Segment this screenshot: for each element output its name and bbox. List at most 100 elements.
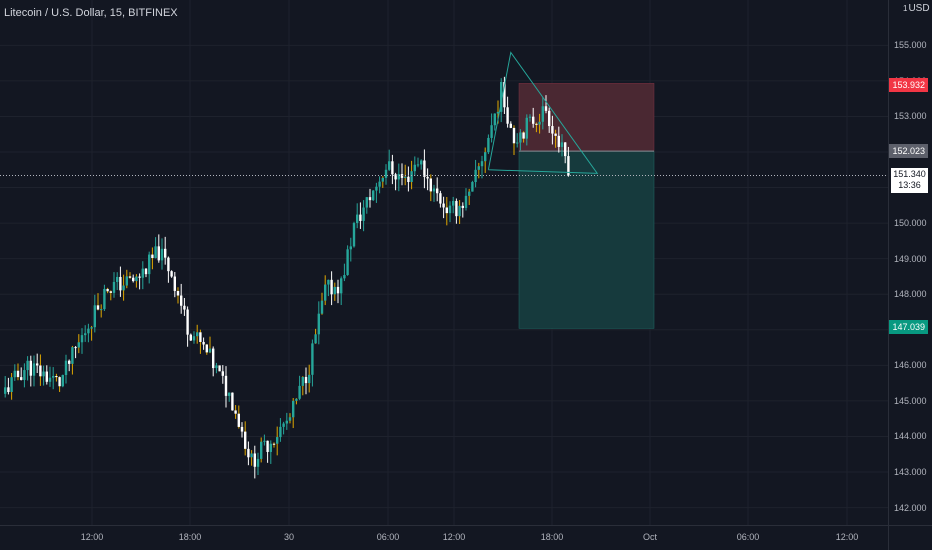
candle-body (266, 440, 269, 452)
time-tick-label: 12:00 (835, 532, 859, 542)
target-price-label: 147.039 (889, 320, 928, 334)
candle-body (436, 188, 439, 194)
candle-body (298, 385, 301, 399)
time-tick-label: Oct (642, 532, 658, 542)
candle-body (135, 276, 138, 282)
candle-body (68, 360, 71, 364)
candle-body (224, 375, 228, 396)
candle-body (144, 268, 148, 275)
candle-body (138, 276, 141, 278)
candle-body (484, 152, 487, 162)
candle-body (535, 123, 538, 125)
candle-body (10, 377, 13, 393)
candle-body (330, 279, 333, 295)
candle-body (432, 188, 436, 192)
candle-body (20, 377, 23, 380)
candle-body (340, 278, 343, 294)
candle-body (170, 271, 173, 277)
price-tick-label: 144.000 (894, 431, 927, 442)
price-tick-label: 146.000 (894, 360, 927, 371)
candle-body (525, 117, 528, 139)
time-tick-label: 06:00 (376, 532, 400, 542)
candle-body (461, 205, 464, 208)
candle-body (567, 156, 570, 176)
candle-body (103, 288, 106, 310)
candle-body (77, 342, 80, 348)
candle-body (109, 291, 112, 293)
candle-body (58, 377, 61, 387)
candle-body (199, 332, 202, 342)
entry-price-label: 152.023 (889, 144, 928, 158)
candle-body (231, 392, 234, 411)
time-tick-label: 12:00 (442, 532, 466, 542)
candle-body (356, 214, 359, 224)
candle-body (487, 137, 490, 153)
candle-body (234, 410, 237, 414)
candle-body (564, 142, 567, 157)
candle-body (400, 174, 404, 178)
candle-body (7, 387, 10, 393)
candle-body (519, 132, 522, 143)
time-tick-label: 30 (283, 532, 295, 542)
symbol-title[interactable]: Litecoin / U.S. Dollar, 15, BITFINEX (4, 7, 178, 19)
price-tick-label: 143.000 (894, 467, 927, 478)
price-tick-label: 150.000 (894, 218, 927, 229)
candle-body (167, 257, 170, 272)
candle-body (324, 284, 327, 301)
candle-body (557, 135, 560, 147)
candle-body (551, 126, 554, 134)
candle-body (452, 200, 455, 206)
candle-body (128, 276, 132, 278)
candle-body (45, 371, 48, 382)
candle-body (157, 246, 160, 261)
candle-body (375, 186, 378, 191)
currency-prefix: 1 (903, 4, 908, 13)
candle-body (439, 193, 442, 204)
candle-body (368, 197, 372, 201)
candle-body (560, 142, 564, 147)
candle-body (544, 106, 548, 111)
candle-body (464, 195, 468, 208)
candle-body (215, 365, 218, 369)
candle-body (164, 248, 167, 258)
candle-body (260, 441, 263, 459)
candle-body (448, 205, 452, 214)
candle-body (455, 200, 458, 217)
candle-body (528, 116, 532, 118)
candle-body (61, 375, 64, 387)
candle-body (503, 82, 506, 108)
candle-body (276, 437, 279, 444)
currency-label[interactable]: 1USD (903, 4, 930, 14)
candle-body (407, 176, 410, 183)
current-price-label: 151.340 13:36 (891, 168, 928, 193)
candle-body (71, 347, 74, 364)
candle-body (288, 417, 292, 421)
candle-body (372, 190, 375, 201)
candle-body (336, 286, 340, 294)
candle-body (112, 281, 116, 293)
candle-body (394, 174, 397, 180)
candle-body (74, 347, 77, 349)
currency-code: USD (908, 3, 930, 14)
candle-body (468, 191, 471, 196)
candle-body (352, 223, 356, 247)
candle-body (333, 286, 336, 295)
candle-body (404, 176, 407, 178)
candle-body (183, 305, 186, 310)
candle-body (48, 377, 52, 382)
candle-body (250, 453, 253, 458)
candle-body (532, 116, 535, 124)
candle-body (442, 203, 445, 208)
candle-body (397, 174, 400, 180)
candle-body (247, 448, 250, 458)
candle-body (196, 332, 199, 337)
candle-body (506, 107, 509, 124)
candle-body (429, 178, 432, 192)
candle-body (87, 328, 90, 334)
stop-price-label: 153.932 (889, 78, 928, 92)
candle-body (490, 125, 493, 138)
price-tick-label: 148.000 (894, 289, 927, 300)
candle-body (189, 334, 192, 341)
candle-body (426, 176, 429, 179)
